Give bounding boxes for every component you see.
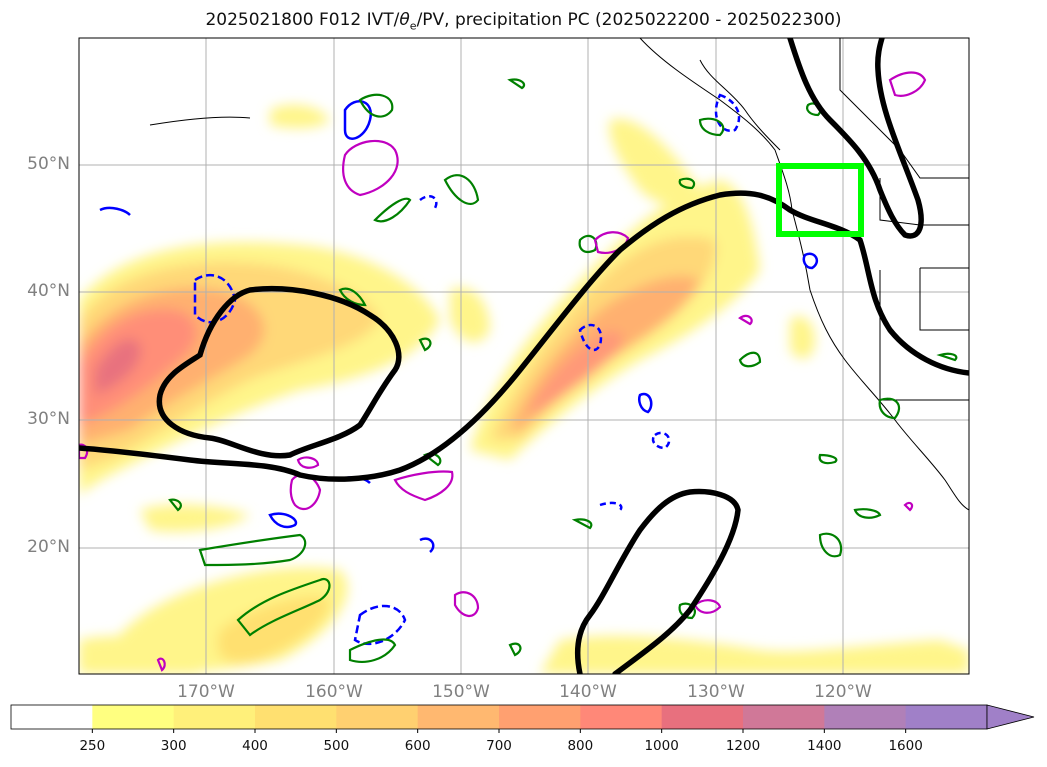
colorbar-tick-label: 1600 xyxy=(888,738,923,754)
colorbar-cell xyxy=(499,705,581,729)
colorbar-tick-label: 600 xyxy=(404,738,431,754)
colorbar-cell xyxy=(255,705,337,729)
lon-label-140w: 140°W xyxy=(559,682,617,702)
colorbar-tick-label: 1400 xyxy=(807,738,842,754)
colorbar-tick-label: 1200 xyxy=(725,738,761,754)
colorbar-cell xyxy=(824,705,907,729)
precip-contours xyxy=(79,71,927,672)
colorbar-cell xyxy=(743,705,825,729)
colorbar-tick-label: 500 xyxy=(323,738,350,754)
colorbar-tick-label: 400 xyxy=(242,738,268,754)
region-highlight-box xyxy=(776,163,864,237)
lon-label-130w: 130°W xyxy=(687,682,745,702)
lon-label-150w: 150°W xyxy=(432,682,490,702)
colorbar-tick-label: 250 xyxy=(79,738,106,754)
colorbar-tick-label: 300 xyxy=(160,738,187,754)
colorbar-cell xyxy=(661,705,744,729)
lon-label-160w: 160°W xyxy=(305,682,363,702)
lon-label-170w: 170°W xyxy=(177,682,235,702)
colorbar-cell xyxy=(173,705,256,729)
map-title: 2025021800 F012 IVT/θe/PV, precipitation… xyxy=(205,10,842,33)
colorbar-cell xyxy=(336,705,419,729)
colorbar-tick-label: 1000 xyxy=(644,738,679,754)
lat-label-50n: 50°N xyxy=(27,154,70,174)
theta-contours xyxy=(168,78,958,663)
colorbar-cell xyxy=(11,705,93,729)
colorbar-tick-label: 800 xyxy=(567,738,594,754)
lon-label-120w: 120°W xyxy=(814,682,872,702)
colorbar-tick-label: 700 xyxy=(486,738,512,754)
lat-label-30n: 30°N xyxy=(27,409,70,429)
colorbar-cell xyxy=(905,705,988,729)
colorbar-cell xyxy=(417,705,500,729)
ivt-contour xyxy=(79,38,969,674)
map-frame xyxy=(78,37,970,675)
ivt-shading xyxy=(79,104,969,674)
colorbar-cell xyxy=(580,705,663,729)
lat-label-40n: 40°N xyxy=(27,281,70,301)
colorbar-cell xyxy=(92,705,175,729)
lat-label-20n: 20°N xyxy=(27,537,70,557)
